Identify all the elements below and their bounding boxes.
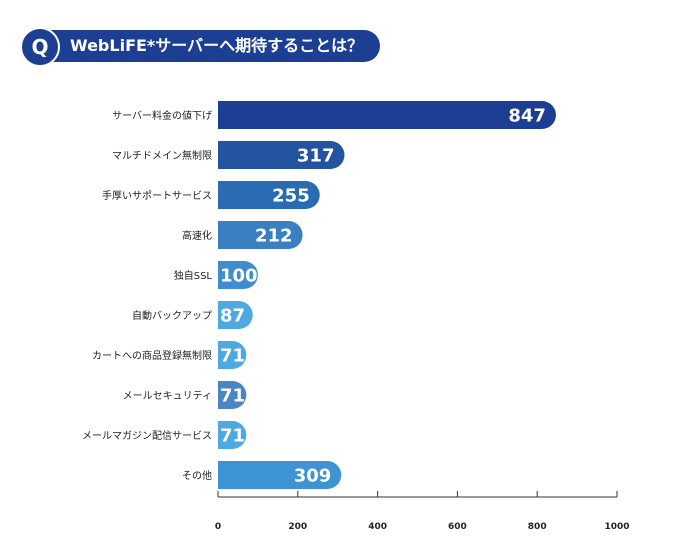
value-label: 71 — [220, 346, 245, 367]
category-label: マルチドメイン無制限 — [112, 149, 212, 162]
value-label: 212 — [255, 226, 293, 247]
category-label: 高速化 — [182, 229, 212, 242]
x-tick-label: 200 — [288, 522, 307, 532]
bar-4 — [218, 221, 303, 249]
header-banner — [34, 30, 380, 62]
category-label: 手厚いサポートサービス — [102, 189, 212, 202]
header-title: WebLiFE*サーバーへ期待することは？ — [70, 36, 364, 55]
category-label: 自動バックアップ — [132, 309, 212, 322]
category-label: 独自SSL — [174, 269, 213, 282]
category-label: カートへの商品登録無制限 — [92, 349, 212, 362]
value-label: 847 — [508, 106, 546, 127]
bar-6 — [218, 301, 253, 329]
value-label: 87 — [220, 306, 245, 327]
category-label: メールセキュリティ — [123, 390, 212, 402]
x-tick-label: 0 — [215, 522, 221, 532]
question-header: WebLiFE*サーバーへ期待することは？ Q — [20, 27, 380, 67]
value-label: 71 — [220, 426, 245, 447]
q-badge: Q — [20, 27, 60, 67]
value-label: 100 — [220, 266, 258, 287]
value-label: 255 — [272, 186, 310, 207]
value-label: 71 — [220, 386, 245, 407]
bar-3 — [218, 181, 320, 209]
x-tick-label: 400 — [368, 522, 387, 532]
bar-2 — [218, 141, 345, 169]
x-tick-label: 600 — [448, 522, 467, 532]
bar-8 — [218, 381, 247, 409]
bar-5 — [218, 261, 258, 289]
bar-10 — [218, 461, 342, 489]
category-label: その他 — [182, 469, 212, 482]
category-label: サーバー料金の値下げ — [112, 109, 212, 122]
bar-1 — [218, 101, 556, 129]
category-label: メールマガジン配信サービス — [82, 430, 212, 442]
value-label: 317 — [297, 146, 335, 167]
x-tick-label: 1000 — [604, 522, 629, 532]
value-label: 309 — [294, 466, 332, 487]
bar-7 — [218, 341, 247, 369]
bar-9 — [218, 421, 247, 449]
x-tick-label: 800 — [528, 522, 547, 532]
